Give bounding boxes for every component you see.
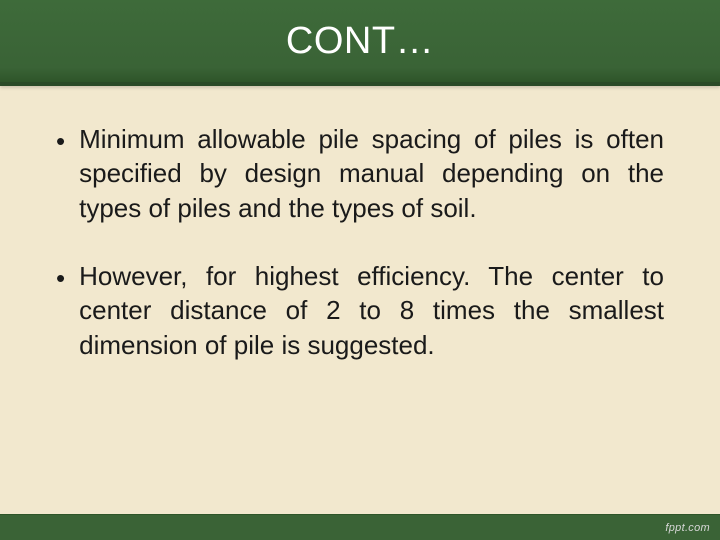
slide-container: CONT… • Minimum allowable pile spacing o… — [0, 0, 720, 540]
bullet-item: • Minimum allowable pile spacing of pile… — [56, 122, 664, 225]
footer-credit: fppt.com — [665, 522, 710, 534]
bullet-dot: • — [56, 261, 65, 362]
content-area: • Minimum allowable pile spacing of pile… — [0, 86, 720, 362]
slide-title: CONT… — [286, 20, 434, 63]
bullet-text: However, for highest efficiency. The cen… — [79, 259, 664, 362]
bullet-dot: • — [56, 124, 65, 225]
bullet-text: Minimum allowable pile spacing of piles … — [79, 122, 664, 225]
title-bar: CONT… — [0, 0, 720, 86]
bullet-item: • However, for highest efficiency. The c… — [56, 259, 664, 362]
footer-bar: fppt.com — [0, 514, 720, 540]
